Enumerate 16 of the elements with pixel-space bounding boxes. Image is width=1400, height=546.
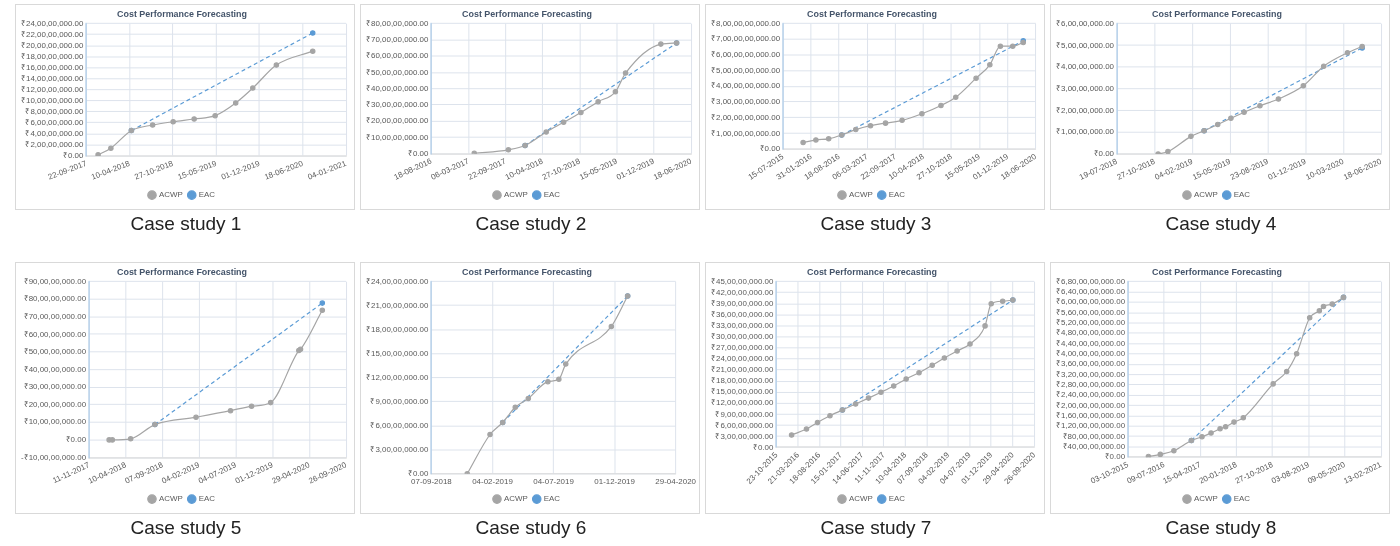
chart-title: Cost Performance Forecasting — [807, 8, 937, 19]
text: Case study 1 — [129, 213, 243, 235]
text: Case study 8 — [1164, 517, 1278, 539]
text: Case study 6 — [474, 517, 588, 539]
text: Case study 3 — [819, 213, 933, 235]
text: Case study 2 — [474, 213, 588, 235]
chart-title: Cost Performance Forecasting — [117, 8, 247, 19]
chart-title: Cost Performance Forecasting — [462, 266, 593, 277]
chart-title: Cost Performance Forecasting — [117, 266, 248, 277]
text: Case study 7 — [819, 517, 933, 539]
chart-title: Cost Performance Forecasting — [1152, 8, 1282, 19]
text: Case study 4 — [1164, 213, 1278, 235]
chart-title: Cost Performance Forecasting — [807, 266, 938, 277]
chart-title: Cost Performance Forecasting — [462, 8, 592, 19]
text: Case study 5 — [129, 517, 243, 539]
chart-title: Cost Performance Forecasting — [1152, 266, 1283, 277]
